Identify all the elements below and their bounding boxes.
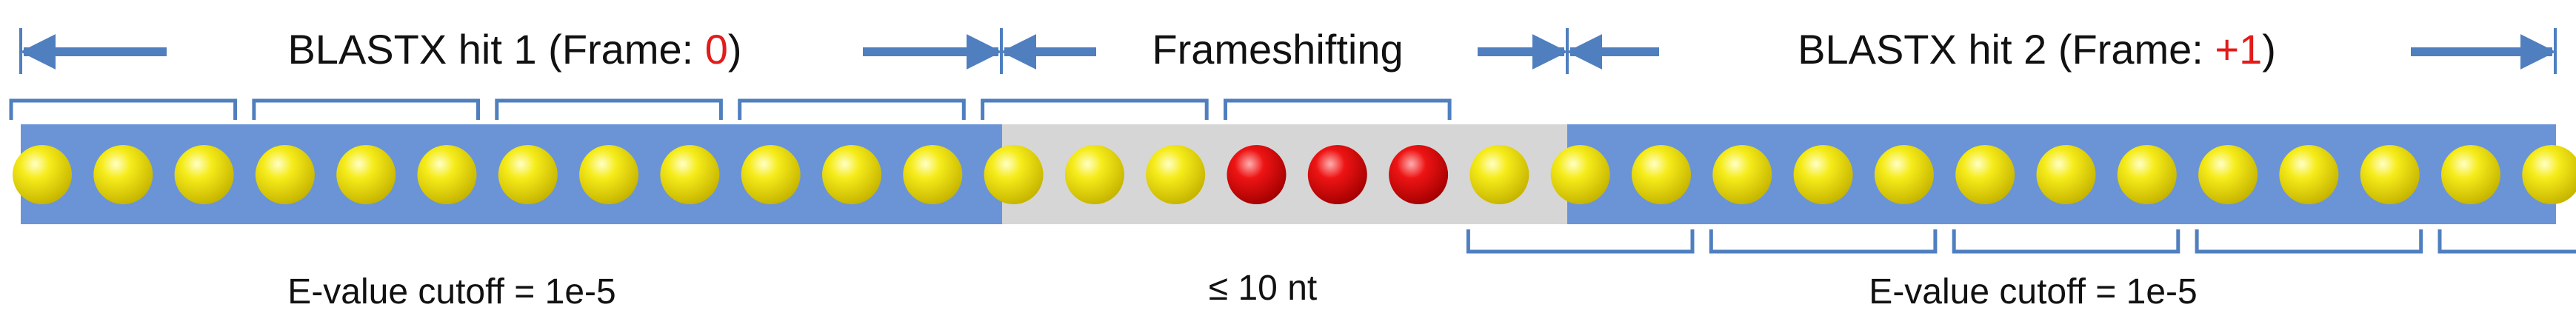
bead-red bbox=[1307, 145, 1367, 204]
bead-yellow bbox=[822, 145, 881, 204]
codon-bracket-top bbox=[738, 98, 966, 120]
codon-bracket-bottom bbox=[1952, 229, 2180, 254]
bead-yellow bbox=[2441, 145, 2500, 204]
hit1-frame-value: 0 bbox=[705, 26, 728, 73]
bead-red bbox=[1389, 145, 1449, 204]
codon-bracket-bottom bbox=[1709, 229, 1938, 254]
codon-bracket-top bbox=[252, 98, 480, 120]
hit2-title-suffix: ) bbox=[2262, 26, 2276, 73]
bead-yellow bbox=[2117, 145, 2177, 204]
bead-yellow bbox=[174, 145, 234, 204]
bead-yellow bbox=[417, 145, 477, 204]
header-arrows bbox=[19, 28, 2557, 74]
codon-brackets-bottom bbox=[1466, 229, 2576, 254]
hit1-title: BLASTX hit 1 (Frame: 0) bbox=[287, 26, 741, 73]
codon-bracket-top bbox=[495, 98, 723, 120]
bead-yellow bbox=[2036, 145, 2096, 204]
bead-yellow bbox=[13, 145, 72, 204]
bead-yellow bbox=[1469, 145, 1529, 204]
bead-yellow bbox=[903, 145, 963, 204]
hit2-title: BLASTX hit 2 (Frame: +1) bbox=[1798, 26, 2276, 73]
bead-yellow bbox=[1550, 145, 1610, 204]
bead-yellow bbox=[1064, 145, 1124, 204]
hit2-title-prefix: BLASTX hit 2 (Frame: bbox=[1798, 26, 2215, 73]
hit1-title-suffix: ) bbox=[728, 26, 742, 73]
sequence-beads bbox=[13, 145, 2576, 204]
bead-yellow bbox=[255, 145, 315, 204]
codon-bracket-top bbox=[9, 98, 238, 120]
codon-bracket-bottom bbox=[1466, 229, 1695, 254]
gap-limit-label: ≤ 10 nt bbox=[1209, 269, 1317, 308]
bead-yellow bbox=[1712, 145, 1772, 204]
bead-yellow bbox=[1632, 145, 1691, 204]
bead-yellow bbox=[336, 145, 396, 204]
bead-yellow bbox=[984, 145, 1044, 204]
codon-brackets-top bbox=[9, 98, 1452, 120]
bead-yellow bbox=[1955, 145, 2015, 204]
right-cutoff-label: E-value cutoff = 1e-5 bbox=[1869, 272, 2197, 312]
bead-red bbox=[1227, 145, 1287, 204]
bead-yellow bbox=[660, 145, 720, 204]
bead-yellow bbox=[1146, 145, 1206, 204]
bead-yellow bbox=[1793, 145, 1853, 204]
bead-yellow bbox=[2522, 145, 2576, 204]
codon-bracket-top bbox=[981, 98, 1209, 120]
codon-bracket-bottom bbox=[2195, 229, 2423, 254]
hit2-frame-value: +1 bbox=[2215, 26, 2262, 73]
bead-yellow bbox=[2198, 145, 2258, 204]
codon-bracket-top bbox=[1224, 98, 1452, 120]
hit1-title-prefix: BLASTX hit 1 (Frame: bbox=[287, 26, 704, 73]
left-cutoff-label: E-value cutoff = 1e-5 bbox=[287, 272, 615, 312]
bead-yellow bbox=[741, 145, 801, 204]
bead-yellow bbox=[1874, 145, 1934, 204]
bead-yellow bbox=[93, 145, 153, 204]
codon-bracket-bottom bbox=[2437, 229, 2576, 254]
bead-yellow bbox=[2279, 145, 2339, 204]
bead-yellow bbox=[498, 145, 558, 204]
frameshift-title: Frameshifting bbox=[1152, 26, 1403, 73]
bead-yellow bbox=[2360, 145, 2420, 204]
bead-yellow bbox=[579, 145, 639, 204]
